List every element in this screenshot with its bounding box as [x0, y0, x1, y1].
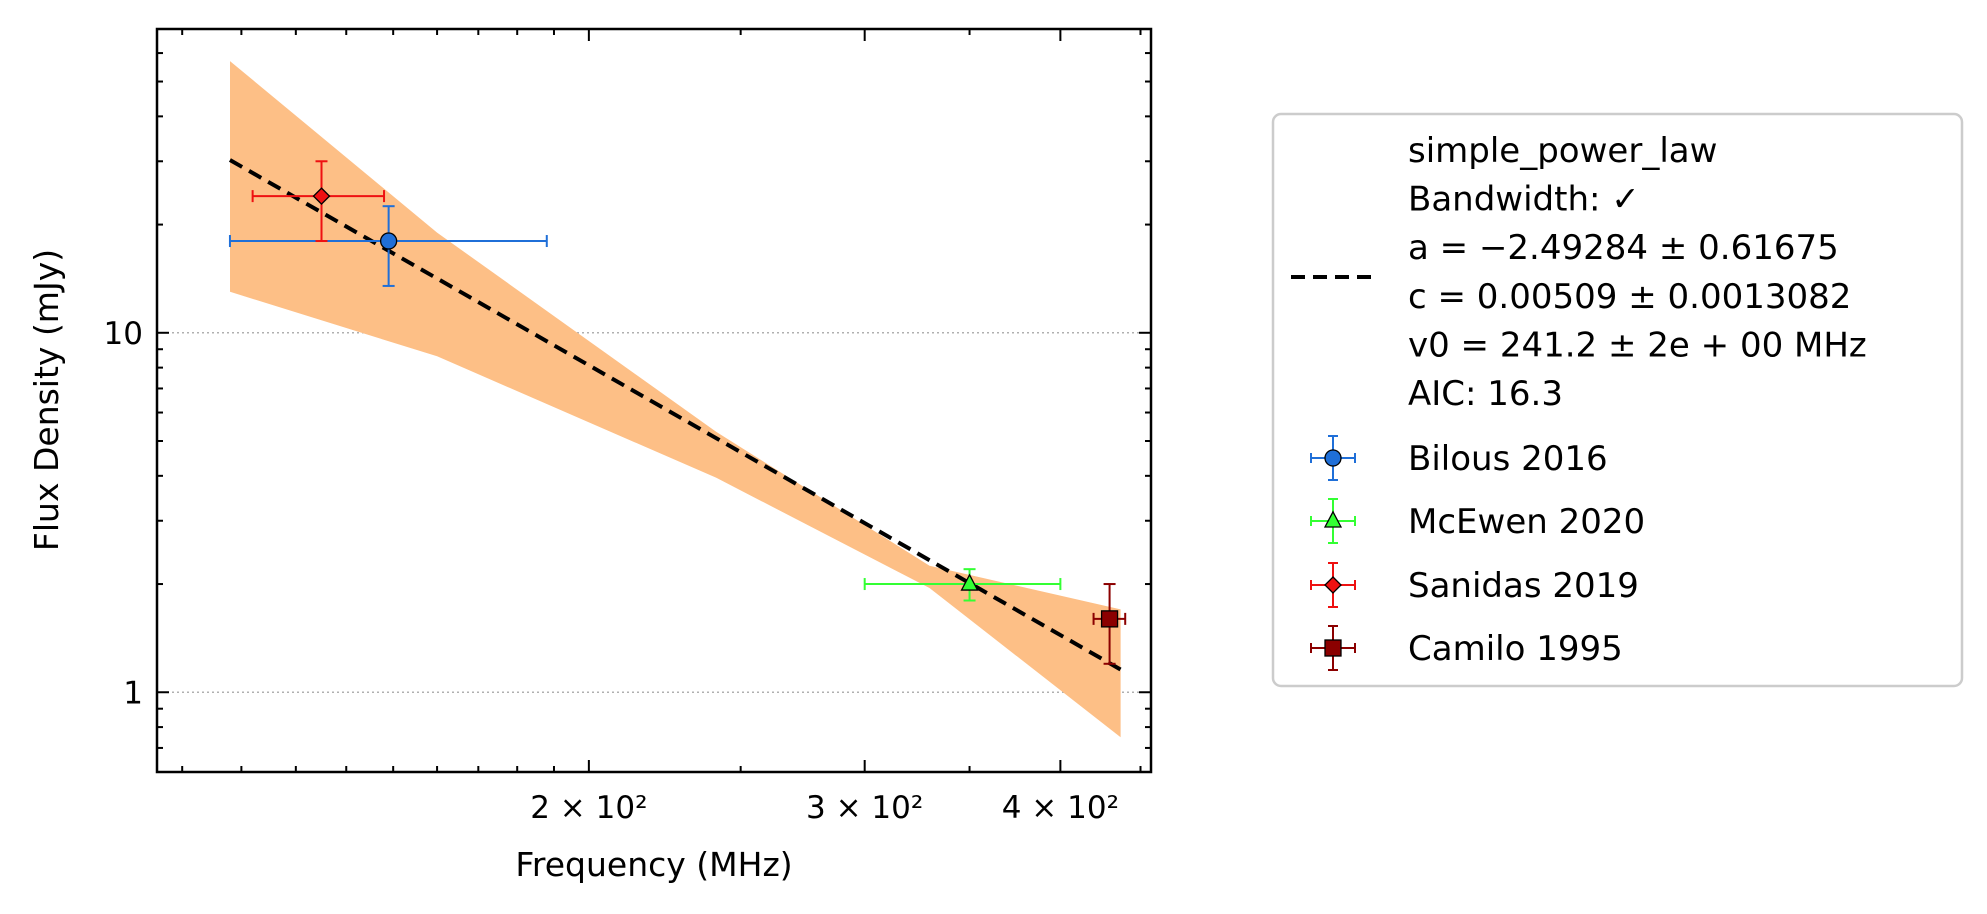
fit-band-area — [230, 61, 1121, 738]
point-diamond-2-0-marker — [312, 187, 331, 206]
data-points — [228, 160, 1127, 665]
legend-handle-3-marker — [1324, 639, 1342, 657]
fit-line — [228, 158, 1122, 672]
legend-fit-line-1: Bandwidth: ✓ — [1408, 180, 1640, 220]
legend-fit-line-3: c = 0.00509 ± 0.0013082 — [1408, 277, 1851, 317]
x-tick-label-1: 3 × 10² — [806, 790, 923, 826]
legend-fit-line-0: simple_power_law — [1408, 131, 1717, 171]
x-axis-label: Frequency (MHz) — [515, 845, 792, 884]
point-triangle-1-0-marker — [960, 573, 979, 591]
legend-fit-line-2: a = −2.49284 ± 0.61675 — [1408, 228, 1839, 268]
legend-fit-line-4: v0 = 241.2 ± 2e + 00 MHz — [1408, 325, 1867, 365]
point-circle-0-0-marker — [379, 232, 398, 250]
y-tick-label-0: 1 — [123, 675, 143, 711]
axis-ticks — [157, 28, 1151, 773]
legend-label-1: McEwen 2020 — [1408, 502, 1645, 542]
plot-frame — [155, 27, 1153, 774]
y-tick-label-1: 10 — [104, 316, 143, 352]
x-tick-label-0: 2 × 10² — [530, 790, 647, 826]
legend: simple_power_law Bandwidth: ✓ a = −2.49284… — [1271, 112, 1964, 688]
point-square-3-0-marker — [1100, 610, 1119, 628]
grid-lines — [157, 332, 1151, 694]
legend-handle-2-marker — [1324, 576, 1342, 594]
x-tick-label-2: 4 × 10² — [1002, 790, 1119, 826]
legend-label-2: Sanidas 2019 — [1408, 566, 1639, 606]
fit-line-path — [228, 158, 1122, 672]
tick-labels: 2 × 10² 3 × 10² 4 × 10² 1 10 — [104, 316, 1119, 826]
fit-uncertainty-band — [230, 61, 1121, 738]
legend-label-3: Camilo 1995 — [1408, 629, 1623, 669]
legend-fit-line-5: AIC: 16.3 — [1408, 374, 1563, 414]
y-axis-label: Flux Density (mJy) — [27, 249, 66, 551]
legend-handle-1-marker — [1323, 510, 1343, 528]
legend-box — [1271, 112, 1964, 688]
legend-handle-0-marker — [1324, 449, 1342, 467]
legend-label-0: Bilous 2016 — [1408, 439, 1608, 479]
